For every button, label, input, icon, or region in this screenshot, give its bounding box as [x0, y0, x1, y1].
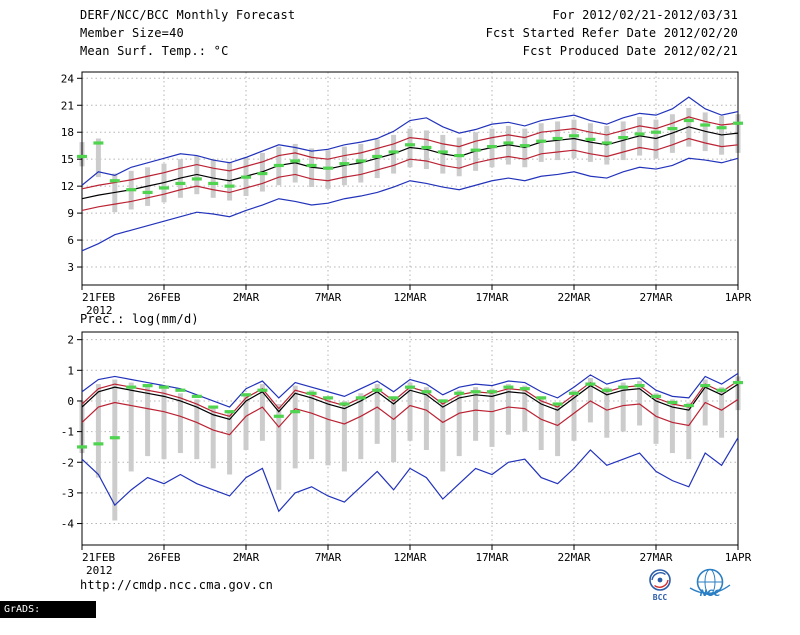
x-tick-label: 27MAR	[639, 551, 672, 564]
ensemble-max-line	[81, 96, 739, 186]
ensemble-max-line	[81, 372, 739, 408]
spread-bar	[177, 393, 183, 454]
spread-bar	[620, 382, 626, 432]
spread-bar	[95, 138, 101, 178]
x-tick-label: 2MAR	[233, 551, 260, 564]
spread-bar	[423, 387, 429, 450]
fcst-produced-label: Fcst Produced Date 2012/02/21	[522, 44, 738, 58]
y-tick-label: 3	[67, 261, 74, 274]
ensemble-min-line	[81, 157, 739, 252]
y-tick-label: 24	[61, 72, 75, 85]
y-tick-label: -1	[61, 426, 74, 439]
spread-bar	[95, 384, 101, 478]
y-tick-label: 9	[67, 207, 74, 220]
ncc-logo-label: NCC	[700, 589, 721, 599]
spread-bar	[341, 400, 347, 472]
ensemble-mean-line	[81, 126, 739, 200]
x-tick-label: 22MAR	[557, 291, 590, 304]
spread-bar	[407, 382, 413, 441]
spread-bar	[538, 396, 544, 450]
forecast-range-label: For 2012/02/21-2012/03/31	[552, 8, 738, 22]
spread-bar	[194, 399, 200, 460]
ensemble-mean-line	[81, 383, 739, 421]
spread-bar	[358, 393, 364, 460]
x-tick-label: 22MAR	[557, 551, 590, 564]
spread-bar	[505, 384, 511, 435]
y-tick-label: 12	[61, 180, 74, 193]
spread-bar	[227, 411, 233, 475]
spread-bar	[489, 388, 495, 447]
panel1-title: Mean Surf. Temp.: °C	[80, 44, 229, 58]
spread-bar	[259, 384, 265, 441]
chart-panel-2: -4 -3 -2 -1 0 1 2 21FEB 26FEB 2MAR 7MAR 12MAR 17MAR 2…	[61, 331, 752, 577]
spread-bar	[391, 396, 397, 463]
y-tick-label: 18	[61, 126, 74, 139]
spread-bar	[637, 381, 643, 426]
spread-bar	[686, 402, 692, 460]
spread-bar	[276, 404, 282, 490]
mean-minus-spread-line	[81, 137, 739, 211]
x-tick-label: 1APR	[725, 551, 752, 564]
y-tick-label: 21	[61, 99, 74, 112]
x-tick-label: 12MAR	[393, 291, 426, 304]
spread-bar	[374, 384, 380, 444]
y-tick-label: -4	[61, 518, 75, 531]
y-tick-label: 1	[67, 364, 74, 377]
x-tick-label: 7MAR	[315, 291, 342, 304]
y-tick-label: -2	[61, 456, 74, 469]
ncc-logo-icon: NCC	[689, 568, 731, 599]
x-tick-label: 7MAR	[315, 551, 342, 564]
y-tick-label: 2	[67, 334, 74, 347]
spread-bar	[292, 385, 298, 469]
chart-panel-1: 3 6 9 12 15 18 21 24 21FEB 26FEB 2MAR 7MAR 12MAR 17MA…	[61, 71, 752, 317]
spread-bar	[719, 387, 725, 438]
x-tick-label: 26FEB	[147, 291, 180, 304]
x-tick-label: 17MAR	[475, 551, 508, 564]
spread-bar	[128, 382, 134, 472]
grads-attribution-badge: GrADS: COLA/IGES	[0, 601, 96, 632]
spread-bar	[309, 390, 315, 460]
website-url: http://cmdp.ncc.cma.gov.cn	[80, 578, 274, 592]
x-tick-label: 2MAR	[233, 291, 260, 304]
x-tick-label: 1APR	[725, 291, 752, 304]
spread-bar	[325, 396, 331, 466]
member-size-label: Member Size=40	[80, 26, 184, 40]
spread-bar	[243, 393, 249, 450]
page-title: DERF/NCC/BCC Monthly Forecast	[80, 8, 296, 22]
spread-bar	[669, 399, 675, 454]
spread-bar	[112, 379, 118, 521]
spread-bar	[456, 390, 462, 457]
fcst-started-label: Fcst Started Refer Date 2012/02/20	[485, 26, 738, 40]
x-axis-year-label: 2012	[86, 564, 113, 577]
spread-bar	[473, 387, 479, 441]
spread-bar	[604, 387, 610, 438]
y-tick-label: -3	[61, 487, 74, 500]
x-axis-year-label: 2012	[86, 304, 113, 317]
x-tick-label: 26FEB	[147, 551, 180, 564]
x-tick-label: 17MAR	[475, 291, 508, 304]
bcc-logo-label: BCC	[653, 593, 668, 602]
spread-bar	[161, 388, 167, 460]
mean-plus-spread-line	[81, 116, 739, 190]
ensemble-min-line	[81, 437, 739, 513]
spread-bar	[587, 377, 593, 423]
spread-bar	[145, 385, 151, 457]
x-tick-label: 27MAR	[639, 291, 672, 304]
mean-minus-spread-line	[81, 398, 739, 436]
spread-bar	[440, 399, 446, 472]
spread-bar	[653, 393, 659, 444]
spread-bar	[210, 407, 216, 469]
bcc-logo-icon: BCC	[649, 569, 671, 602]
y-tick-label: 0	[67, 395, 74, 408]
x-tick-label: 21FEB	[82, 551, 115, 564]
panel2-title: Prec.: log(mm/d)	[80, 312, 199, 326]
x-tick-label: 12MAR	[393, 551, 426, 564]
y-tick-label: 6	[67, 234, 74, 247]
x-tick-label: 21FEB	[82, 291, 115, 304]
spread-bar	[555, 402, 561, 457]
spread-bar	[571, 390, 577, 441]
y-tick-label: 15	[61, 153, 74, 166]
